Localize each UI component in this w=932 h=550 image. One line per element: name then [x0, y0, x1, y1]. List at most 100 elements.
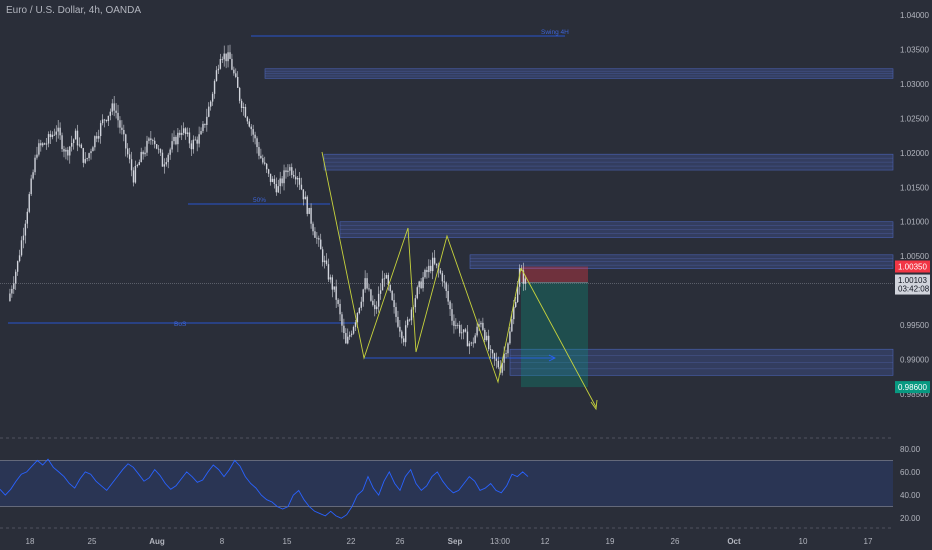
candle-body: [426, 269, 428, 273]
candle-body: [480, 322, 482, 325]
candle-body: [356, 313, 359, 323]
price-tick-label: 0.98500: [900, 390, 929, 399]
projection-line: [520, 267, 597, 408]
candle-body: [269, 173, 272, 182]
candle-body: [401, 331, 403, 339]
time-tick-label: 26: [396, 537, 405, 546]
candle-body: [59, 127, 61, 136]
candle-body: [387, 274, 389, 286]
candle-body: [376, 306, 378, 310]
rsi-tick-label: 60.00: [900, 468, 921, 477]
candle-body: [192, 139, 195, 150]
candle-body: [78, 144, 81, 146]
candle-body: [13, 283, 15, 289]
candle-body: [457, 324, 459, 326]
candle-body: [71, 143, 73, 147]
candle-body: [40, 143, 42, 146]
candle-body: [348, 335, 351, 337]
candle-body: [208, 106, 210, 117]
candle-body: [374, 304, 376, 310]
take-profit-zone: [521, 282, 588, 388]
candle-body: [320, 239, 322, 250]
candle-body: [171, 141, 173, 150]
candle-body: [107, 115, 110, 122]
candle-body: [329, 277, 332, 280]
candle-body: [294, 176, 297, 180]
candle-body: [404, 325, 407, 343]
candle-body: [34, 157, 36, 173]
candle-body: [285, 170, 287, 173]
candle-body: [18, 255, 21, 262]
candle-body: [267, 169, 270, 174]
candle-body: [155, 144, 158, 149]
candle-body: [291, 167, 293, 175]
candle-body: [242, 106, 245, 109]
candle-body: [92, 147, 94, 152]
candle-body: [337, 299, 339, 304]
candle-body: [279, 178, 281, 187]
candle-body: [289, 167, 291, 171]
candle-body: [148, 138, 150, 141]
candle-body: [298, 177, 301, 185]
candle-body: [121, 127, 123, 130]
candle-body: [113, 103, 115, 111]
candle-body: [204, 123, 206, 125]
projection-arrow: [590, 399, 598, 411]
candle-body: [159, 149, 162, 153]
candle-body: [335, 286, 337, 300]
candle-body: [418, 281, 420, 288]
candle-body: [49, 134, 52, 138]
candle-body: [420, 281, 422, 289]
candle-body: [377, 293, 380, 307]
candle-body: [211, 93, 214, 102]
candle-body: [175, 136, 177, 145]
candle-body: [501, 362, 503, 373]
candle-body: [217, 68, 220, 71]
candle-body: [74, 130, 77, 140]
candle-body: [486, 335, 488, 341]
candle-body: [215, 70, 218, 81]
candle-body: [184, 128, 187, 134]
candle-body: [24, 223, 27, 236]
candle-body: [283, 170, 285, 184]
candle-body: [254, 134, 256, 139]
candle-body: [72, 139, 75, 144]
candle-body: [190, 143, 193, 150]
candle-body: [431, 257, 434, 272]
candle-body: [115, 110, 117, 113]
candle-body: [194, 139, 196, 141]
candle-body: [443, 281, 445, 283]
candle-body: [43, 143, 46, 145]
candle-body: [265, 163, 268, 170]
candle-body: [435, 263, 438, 266]
candle-body: [86, 158, 88, 160]
candle-body: [144, 152, 146, 155]
candle-body: [511, 319, 513, 332]
time-tick-label: 17: [864, 537, 873, 546]
candle-body: [393, 300, 395, 308]
candle-body: [103, 119, 106, 121]
candle-body: [306, 196, 308, 214]
candle-body: [182, 128, 185, 133]
candle-body: [262, 158, 264, 163]
candle-body: [80, 144, 83, 149]
take-profit-tag-bg: [895, 381, 930, 394]
time-tick-label: 25: [88, 537, 97, 546]
price-tick-label: 0.99500: [900, 321, 929, 330]
stop-loss-tag-bg: [895, 260, 930, 273]
candle-body: [105, 120, 108, 122]
candle-body: [391, 290, 393, 301]
candle-body: [493, 353, 496, 359]
time-tick-label: 18: [26, 537, 35, 546]
candle-body: [368, 288, 370, 290]
candle-body: [163, 164, 166, 167]
candle-body: [422, 277, 424, 289]
candle-body: [235, 73, 237, 77]
candle-body: [55, 131, 57, 135]
candle-body: [308, 207, 310, 214]
candle-body: [250, 126, 252, 130]
candle-body: [433, 257, 436, 264]
price-tick-label: 1.01000: [900, 218, 929, 227]
candle-body: [331, 277, 334, 290]
